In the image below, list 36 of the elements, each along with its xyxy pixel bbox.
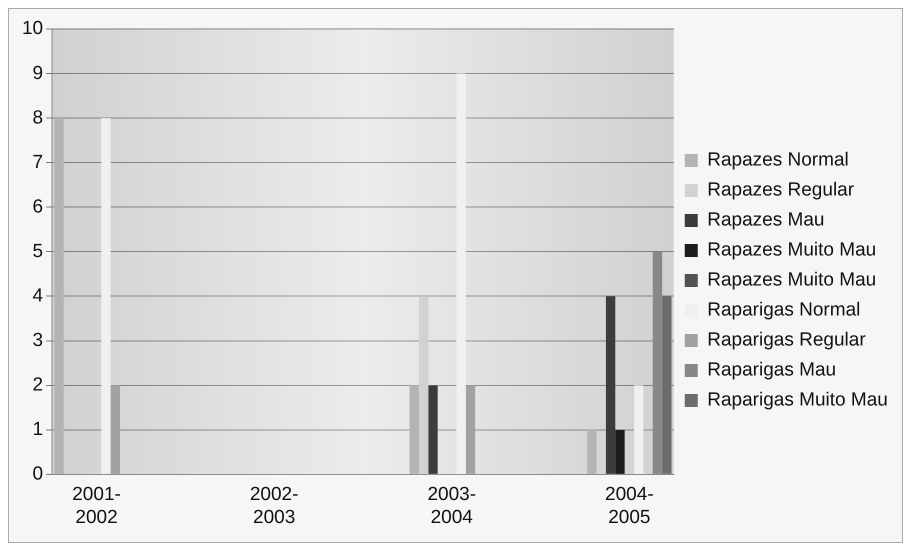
legend-label: Rapazes Muito Mau — [707, 270, 876, 291]
y-tick-label: 4 — [32, 285, 44, 306]
y-tick-label: 5 — [32, 240, 44, 262]
legend-label: Rapazes Regular — [707, 180, 855, 201]
legend-label: Rapazes Normal — [707, 150, 849, 171]
legend-label: Raparigas Normal — [707, 300, 860, 321]
y-tick-label: 0 — [32, 464, 44, 485]
legend-label: Raparigas Muito Mau — [707, 390, 888, 411]
bar — [466, 385, 476, 474]
bar — [456, 74, 466, 474]
bar — [615, 430, 625, 474]
y-tick-label: 6 — [32, 196, 44, 218]
y-tick-label: 1 — [32, 419, 44, 440]
y-tick-label: 7 — [32, 152, 44, 173]
y-tick-label: 9 — [32, 62, 44, 84]
bar — [101, 118, 111, 474]
bar — [634, 385, 644, 474]
bar — [587, 430, 597, 474]
x-tick-label: 2004-2005 — [605, 484, 654, 528]
legend-label: Rapazes Muito Mau — [707, 240, 876, 261]
x-tick-label: 2002-2003 — [250, 484, 298, 528]
bar — [410, 385, 419, 474]
legend-label: Raparigas Regular — [707, 330, 866, 351]
bar — [606, 296, 616, 474]
bar — [110, 385, 120, 474]
y-tick-label: 8 — [32, 107, 44, 128]
bar — [428, 385, 438, 474]
legend-label: Raparigas Mau — [707, 360, 836, 381]
y-tick-label: 2 — [32, 374, 44, 396]
x-tick-label: 2001-2002 — [72, 484, 121, 528]
y-tick-label: 3 — [32, 330, 44, 352]
legend-label: Rapazes Mau — [707, 210, 824, 231]
y-tick-label: 10 — [22, 18, 44, 40]
bar — [54, 118, 64, 474]
bar — [418, 296, 428, 474]
x-tick-label: 2003-2004 — [427, 484, 476, 528]
